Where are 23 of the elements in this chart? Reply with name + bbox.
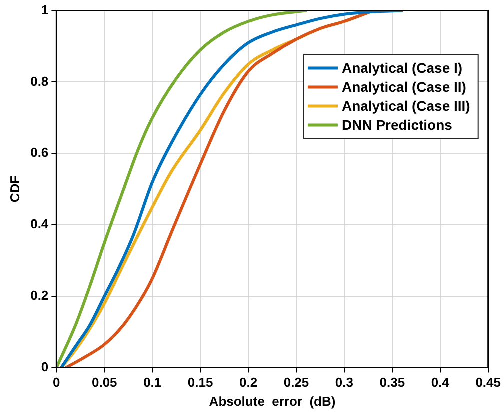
x-tick-label: 0.3 xyxy=(335,375,354,390)
line-series xyxy=(56,10,308,368)
y-tick-label: 0.8 xyxy=(30,74,49,89)
x-tick-label: 0.2 xyxy=(239,375,258,390)
legend-label: DNN Predictions xyxy=(342,117,453,134)
x-tick-label: 0.1 xyxy=(144,375,162,390)
x-tick-label: 0 xyxy=(53,375,60,390)
x-axis-title: Absolute error (dB) xyxy=(209,394,336,409)
x-tick-label: 0.05 xyxy=(92,375,118,390)
legend-label: Analytical (Case II) xyxy=(342,79,466,96)
y-tick-label: 0.4 xyxy=(30,216,50,232)
x-tick-label: 0.25 xyxy=(284,375,310,390)
legend-label: Analytical (Case III) xyxy=(342,98,470,114)
legend-label: Analytical (Case I) xyxy=(342,60,463,76)
y-tick-label: 0.2 xyxy=(30,288,49,303)
y-axis-title: CDF xyxy=(7,176,22,203)
x-tick-label: 0.4 xyxy=(431,375,450,390)
y-tick-label: 0 xyxy=(41,359,49,374)
x-tick-label: 0.35 xyxy=(380,375,406,390)
x-tick-label: 0.15 xyxy=(188,375,214,390)
y-tick-label: 1 xyxy=(41,2,49,18)
x-tick-label: 0.45 xyxy=(476,375,502,390)
y-tick-label: 0.6 xyxy=(30,145,49,160)
